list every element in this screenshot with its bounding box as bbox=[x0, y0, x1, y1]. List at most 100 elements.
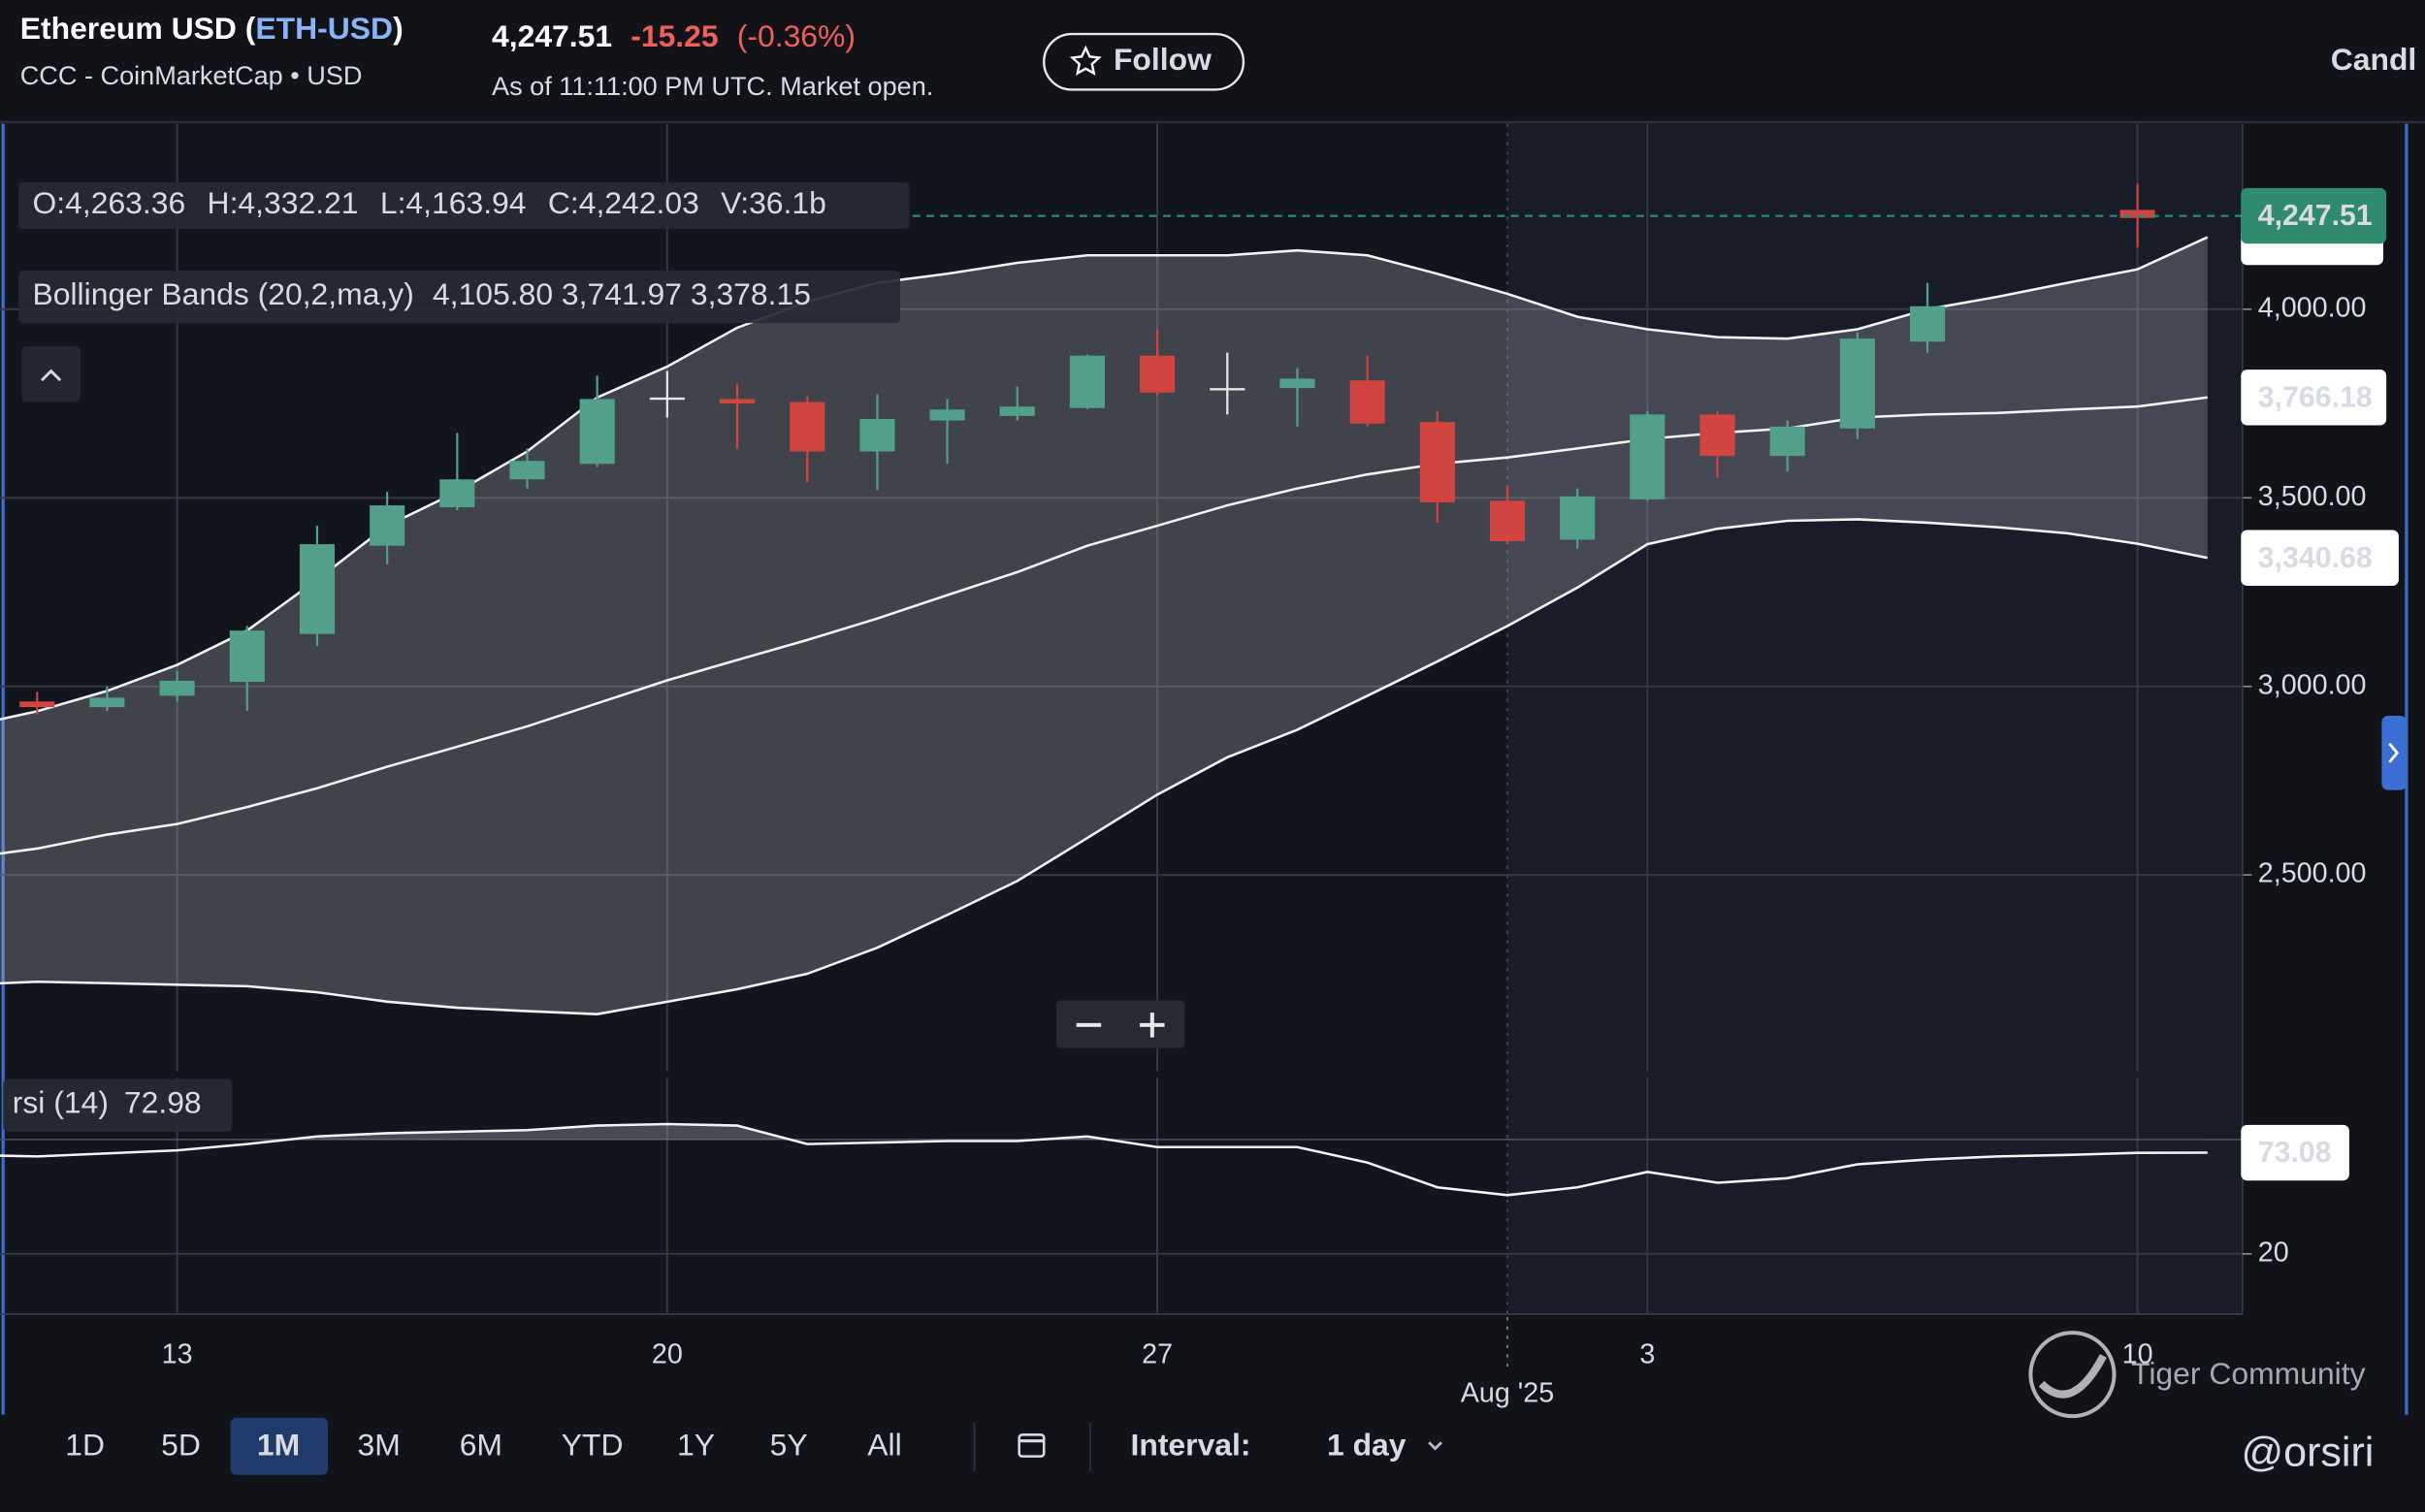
range-button[interactable]: 6M bbox=[460, 1427, 502, 1462]
value-badge bbox=[2241, 187, 2387, 244]
side-panel-tab[interactable] bbox=[2381, 716, 2407, 790]
candle-body bbox=[299, 544, 336, 634]
range-button[interactable]: 5D bbox=[161, 1427, 201, 1462]
candle-body bbox=[509, 461, 545, 480]
bands-legend-box bbox=[18, 270, 900, 324]
range-button[interactable]: 1M bbox=[257, 1427, 300, 1462]
value-badge-label: 3,766.18 bbox=[2258, 381, 2373, 413]
candle-body bbox=[1419, 422, 1455, 502]
collapse-icon bbox=[41, 369, 62, 382]
candle-body bbox=[229, 630, 265, 683]
x-tick-label: 20 bbox=[652, 1339, 683, 1370]
ohlc-item: O:4,263.36 bbox=[32, 185, 185, 220]
bands-values: 4,105.80 3,741.97 3,378.15 bbox=[433, 276, 811, 311]
x-tick-label: 27 bbox=[1142, 1339, 1173, 1370]
y-tick-label: 4,000.00 bbox=[2258, 292, 2367, 323]
price: 4,247.51 bbox=[492, 18, 612, 53]
candle-body bbox=[859, 419, 895, 452]
band-lower bbox=[0, 518, 2209, 1015]
range-button[interactable]: All bbox=[867, 1427, 901, 1462]
collapse-button[interactable] bbox=[21, 346, 81, 402]
candle-body bbox=[1560, 496, 1596, 540]
ohlc-legend-box bbox=[18, 182, 910, 229]
y-tick-label: 3,000.00 bbox=[2258, 669, 2367, 700]
value-badge bbox=[2241, 1124, 2349, 1181]
y-tick-label: 3,500.00 bbox=[2258, 481, 2367, 512]
candle-body bbox=[1210, 388, 1245, 391]
interval-label: Interval: bbox=[1130, 1427, 1250, 1462]
ohlc-legend: O:4,263.36 H:4,332.21 L:4,163.94 C:4,242.03… bbox=[32, 185, 825, 220]
x-annotation-label: Aug '25 bbox=[1461, 1377, 1554, 1408]
candle-body bbox=[19, 701, 55, 708]
watermark-logo bbox=[2038, 1354, 2107, 1399]
candle-body bbox=[1349, 380, 1385, 424]
quote: 4,247.51 -15.25 (-0.36%) bbox=[492, 18, 856, 53]
follow-label: Follow bbox=[1114, 42, 1212, 77]
y-tick-label: 2,500.00 bbox=[2258, 858, 2367, 889]
view-label[interactable]: Candl bbox=[2331, 42, 2417, 77]
calendar-icon bbox=[1018, 1433, 1046, 1458]
candle-body bbox=[790, 402, 825, 452]
star-icon bbox=[1069, 45, 1102, 76]
rsi-pane bbox=[0, 1122, 2243, 1197]
candle-body bbox=[999, 406, 1035, 416]
value-badge-label: 73.08 bbox=[2258, 1137, 2332, 1169]
follow-button[interactable]: Follow bbox=[1043, 32, 1245, 91]
toolbar: 1D 5D 1M 3M 6M YTD 1Y 5Y All bbox=[65, 1417, 902, 1475]
session-shade bbox=[1506, 123, 2243, 1314]
band-middle bbox=[0, 396, 2208, 855]
value-badge-label: 3,340.68 bbox=[2258, 542, 2373, 574]
title-close: ) bbox=[393, 11, 404, 46]
ohlc-item: L:4,163.94 bbox=[380, 185, 527, 220]
range-button[interactable]: 1D bbox=[65, 1427, 105, 1462]
ohlc-item: C:4,242.03 bbox=[548, 185, 699, 220]
interval-chevron bbox=[1428, 1441, 1442, 1451]
bands-name: Bollinger Bands (20,2,ma,y) bbox=[32, 276, 413, 311]
rsi-tick-label: 20 bbox=[2258, 1237, 2289, 1268]
candle-body bbox=[1140, 355, 1176, 393]
candle-body bbox=[2119, 209, 2155, 218]
value-badge-label: 4,247.51 bbox=[2258, 200, 2373, 232]
candle-body bbox=[439, 479, 475, 508]
x-tick-label: 3 bbox=[1639, 1339, 1655, 1370]
range-button[interactable]: 1Y bbox=[677, 1427, 715, 1462]
rsi-line bbox=[0, 1122, 2208, 1197]
instrument-title: Ethereum USD (ETH-USD) bbox=[20, 11, 404, 46]
x-tick-label: 10 bbox=[2122, 1339, 2153, 1370]
candle-body bbox=[1839, 338, 1875, 429]
side-panel-icon bbox=[2388, 742, 2400, 763]
watermark-logo bbox=[2028, 1331, 2117, 1419]
change-pct: (-0.36%) bbox=[737, 18, 856, 53]
candle-body bbox=[1489, 500, 1526, 542]
ohlc-item: H:4,332.21 bbox=[208, 185, 359, 220]
range-button[interactable]: 5Y bbox=[770, 1427, 808, 1462]
candle-body bbox=[1910, 306, 1946, 342]
range-selected bbox=[230, 1417, 329, 1475]
value-badge bbox=[2241, 370, 2387, 426]
zoom-box bbox=[1055, 1000, 1185, 1048]
calendar-button[interactable] bbox=[1018, 1433, 1046, 1458]
watermark-handle: @orsiri bbox=[2241, 1429, 2374, 1475]
candle-body bbox=[1069, 355, 1105, 408]
watermark-brand: Tiger Community bbox=[2131, 1356, 2366, 1391]
candle-body bbox=[719, 399, 756, 404]
candle-body bbox=[1279, 378, 1315, 389]
range-button[interactable]: YTD bbox=[562, 1427, 624, 1462]
value-badge bbox=[2241, 530, 2399, 586]
candle-body bbox=[929, 409, 965, 421]
follow-outline bbox=[1043, 32, 1245, 91]
candle-body bbox=[649, 397, 685, 401]
rsi-value: 72.98 bbox=[124, 1085, 202, 1120]
candle-body bbox=[159, 680, 195, 696]
candle-body bbox=[1769, 426, 1805, 457]
candle-body bbox=[579, 399, 615, 465]
range-button[interactable]: 3M bbox=[357, 1427, 400, 1462]
watermark: Tiger Community bbox=[2028, 1331, 2366, 1419]
rsi-legend: rsi (14) 72.98 bbox=[13, 1085, 202, 1120]
interval-value[interactable]: 1 day bbox=[1327, 1427, 1406, 1462]
title-symbol: ETH-USD bbox=[255, 11, 393, 46]
zoom-controls bbox=[1055, 1000, 1185, 1048]
chart: Aug '25 2,500.00 3,000.00 3,500.00 4,000.00 1… bbox=[0, 123, 2399, 1408]
band-upper bbox=[0, 236, 2209, 721]
